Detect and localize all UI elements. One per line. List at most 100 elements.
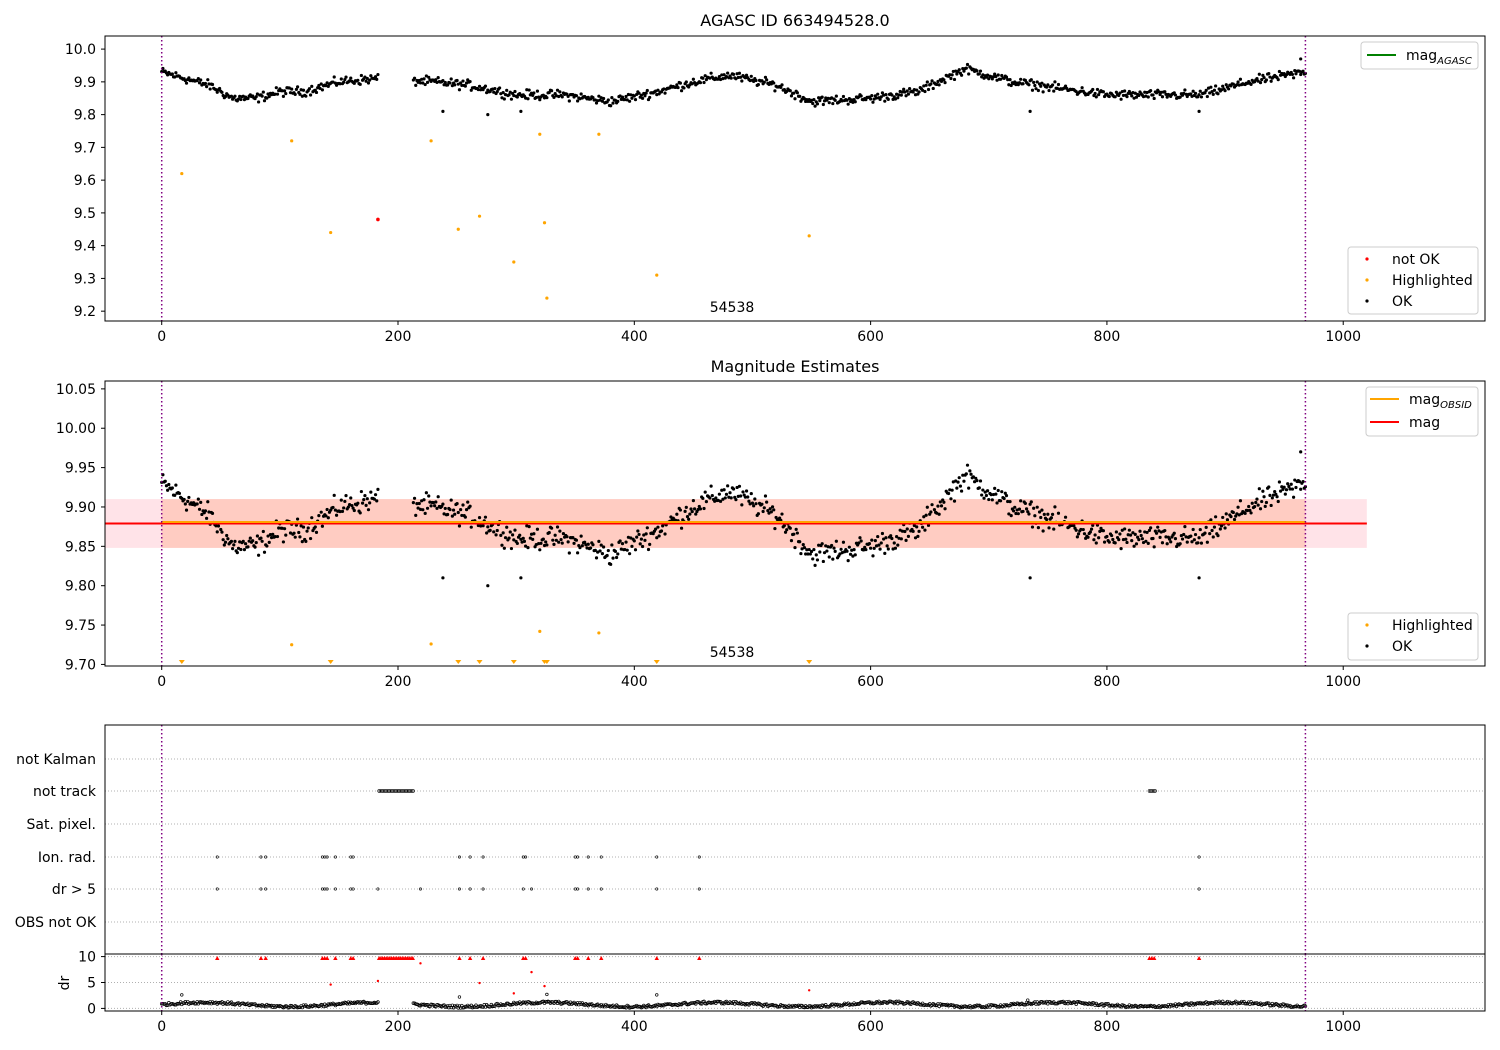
ok-point bbox=[684, 80, 688, 84]
ok-point bbox=[1269, 503, 1273, 508]
ok-point bbox=[893, 546, 898, 550]
ok-point bbox=[350, 503, 354, 508]
ok-point bbox=[574, 94, 579, 98]
ok-point bbox=[1208, 532, 1212, 536]
highlighted-clipped-marker bbox=[806, 660, 813, 664]
ok-point bbox=[1113, 541, 1117, 545]
ok-point bbox=[468, 504, 472, 508]
ok-point bbox=[1036, 526, 1040, 530]
ok-point bbox=[968, 469, 972, 473]
dr-clipped-marker bbox=[1196, 956, 1202, 960]
ion-rad-flag-point bbox=[468, 855, 472, 859]
ok-point bbox=[297, 530, 301, 535]
ok-point bbox=[424, 491, 428, 495]
x-tick-label: 200 bbox=[385, 1019, 412, 1035]
ok-point bbox=[978, 69, 983, 73]
ok-point bbox=[1009, 83, 1013, 88]
ok-point bbox=[1269, 79, 1273, 83]
ok-point bbox=[1182, 532, 1186, 537]
ok-point bbox=[950, 73, 954, 77]
ok-point bbox=[917, 529, 921, 533]
ok-point bbox=[1160, 541, 1165, 545]
ok-point bbox=[280, 526, 284, 530]
ok-point bbox=[495, 528, 499, 533]
ok-point bbox=[1003, 491, 1007, 495]
ok-point bbox=[534, 95, 538, 100]
ok-point bbox=[812, 97, 816, 102]
ok-point bbox=[926, 523, 931, 527]
highlighted-point bbox=[290, 643, 294, 647]
ok-point bbox=[645, 88, 649, 93]
ok-point bbox=[340, 509, 345, 513]
ok-point bbox=[360, 501, 365, 505]
ok-point bbox=[969, 472, 973, 476]
ok-point bbox=[630, 544, 634, 548]
ok-point bbox=[942, 500, 946, 504]
ok-point bbox=[722, 488, 726, 492]
ok-point bbox=[749, 74, 753, 78]
ok-point bbox=[1128, 533, 1133, 537]
ok-point bbox=[425, 80, 430, 85]
ok-point bbox=[1047, 526, 1051, 530]
ok-point bbox=[320, 88, 324, 92]
ok-point bbox=[959, 73, 964, 77]
ok-point bbox=[756, 83, 760, 87]
ok-point bbox=[1267, 485, 1271, 489]
ok-point bbox=[783, 530, 788, 534]
ok-point bbox=[704, 500, 708, 504]
ok-point bbox=[911, 90, 915, 94]
ok-point bbox=[694, 512, 698, 516]
ok-point bbox=[1284, 488, 1289, 492]
ok-point bbox=[416, 506, 420, 510]
ok-point bbox=[813, 104, 817, 108]
ok-point bbox=[499, 533, 503, 537]
ok-point bbox=[1130, 94, 1134, 98]
ok-point bbox=[376, 487, 380, 492]
ok-point bbox=[724, 492, 729, 496]
dr-point bbox=[1244, 1001, 1249, 1006]
highlighted-point bbox=[807, 234, 811, 238]
ok-point bbox=[1082, 532, 1087, 536]
ok-point bbox=[1140, 537, 1144, 541]
ok-point bbox=[1208, 91, 1212, 95]
ok-point bbox=[1261, 489, 1265, 493]
ok-point bbox=[1275, 495, 1279, 499]
ok-point bbox=[1075, 535, 1079, 539]
ok-point bbox=[902, 87, 906, 91]
ok-point bbox=[1117, 538, 1121, 542]
ok-point bbox=[1163, 90, 1167, 94]
ok-point bbox=[282, 527, 287, 531]
ok-point bbox=[679, 89, 684, 93]
ok-point bbox=[441, 502, 445, 506]
ok-point bbox=[656, 88, 660, 92]
ok-point bbox=[1211, 92, 1215, 96]
dr-panel-frame bbox=[104, 953, 1486, 1012]
ok-point bbox=[502, 97, 506, 101]
ok-point bbox=[1254, 500, 1258, 505]
ok-point bbox=[965, 463, 970, 467]
dr-clipped-marker bbox=[1151, 956, 1157, 960]
ok-point bbox=[831, 101, 835, 106]
ok-point bbox=[535, 527, 540, 531]
ok-point bbox=[688, 512, 692, 516]
dr-clipped-marker bbox=[263, 956, 268, 960]
ok-point bbox=[1013, 505, 1017, 509]
ok-point bbox=[606, 98, 610, 102]
ok-point bbox=[761, 509, 765, 514]
ok-point bbox=[1021, 82, 1025, 86]
ok-point bbox=[1235, 83, 1239, 87]
ok-point bbox=[722, 73, 726, 77]
ok-point bbox=[792, 532, 796, 536]
ok-point bbox=[347, 79, 352, 83]
ok-point bbox=[588, 546, 593, 550]
ok-point bbox=[872, 546, 876, 550]
ok-point bbox=[1101, 529, 1105, 533]
ok-point bbox=[281, 94, 286, 99]
ok-point bbox=[1030, 88, 1035, 92]
not-track-flag-point bbox=[410, 789, 414, 793]
ok-point bbox=[937, 512, 941, 516]
ok-point bbox=[164, 484, 169, 488]
ok-point bbox=[1052, 89, 1056, 93]
ok-point bbox=[1216, 534, 1220, 538]
ok-point bbox=[955, 486, 959, 490]
